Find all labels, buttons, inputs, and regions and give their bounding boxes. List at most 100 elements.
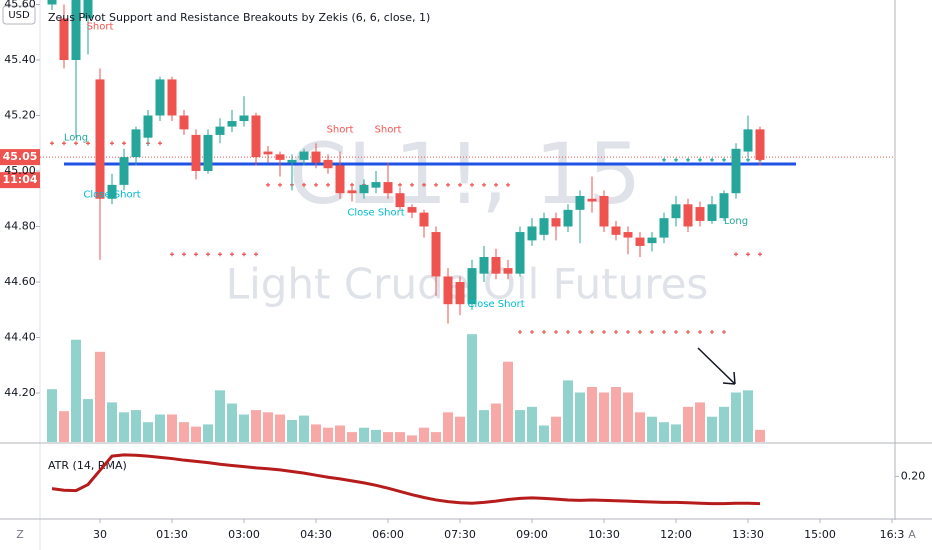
y2-tick-label: 0.20 bbox=[901, 469, 926, 482]
level-marker bbox=[254, 252, 258, 257]
volume-bar bbox=[179, 422, 189, 442]
volume-bar bbox=[407, 435, 417, 442]
candle-body bbox=[731, 148, 741, 194]
atr-title: ATR (14, RMA) bbox=[48, 459, 127, 472]
level-marker bbox=[182, 252, 186, 257]
footer-right[interactable]: A bbox=[908, 528, 916, 541]
candle-body bbox=[587, 198, 597, 202]
level-marker bbox=[722, 329, 726, 334]
volume-bar bbox=[419, 427, 429, 442]
countdown-label: 11:04 bbox=[2, 173, 37, 186]
volume-bar bbox=[71, 339, 81, 442]
level-marker bbox=[422, 182, 426, 187]
candle-body bbox=[467, 268, 477, 305]
x-tick-label: 16:3 bbox=[880, 528, 905, 541]
candle-body bbox=[743, 129, 753, 152]
candle-body bbox=[503, 268, 513, 274]
y-tick-label: 45.60 bbox=[4, 0, 36, 10]
candle-body bbox=[275, 154, 285, 160]
volume-bar bbox=[587, 387, 597, 442]
candle-body bbox=[515, 232, 525, 274]
candle-body bbox=[287, 159, 297, 163]
volume-bar bbox=[731, 392, 741, 442]
volume-bar bbox=[671, 424, 681, 442]
volume-bar bbox=[119, 412, 129, 442]
candle-body bbox=[683, 204, 693, 227]
volume-bar bbox=[479, 410, 489, 442]
candle-body bbox=[563, 209, 573, 227]
annotation-arrow bbox=[697, 347, 736, 385]
candle-body bbox=[59, 18, 69, 60]
candle-body bbox=[455, 281, 465, 305]
x-tick-label: 04:30 bbox=[300, 528, 332, 541]
currency-label: USD bbox=[8, 10, 30, 21]
volume-bar bbox=[347, 432, 357, 442]
level-marker bbox=[518, 329, 522, 334]
y-tick-label: 44.80 bbox=[4, 219, 36, 232]
x-tick-label: 07:30 bbox=[444, 528, 476, 541]
volume-bar bbox=[563, 380, 573, 442]
candle-body bbox=[611, 226, 621, 235]
level-marker bbox=[470, 182, 474, 187]
candle-body bbox=[635, 237, 645, 246]
candle-body bbox=[335, 165, 345, 194]
level-marker bbox=[218, 252, 222, 257]
level-marker bbox=[710, 329, 714, 334]
level-marker bbox=[650, 329, 654, 334]
y-tick-label: 45.40 bbox=[4, 53, 36, 66]
volume-bar bbox=[755, 429, 765, 442]
footer-left[interactable]: Z bbox=[16, 528, 24, 541]
volume-bar bbox=[371, 429, 381, 442]
signal-label: Close Short bbox=[83, 190, 140, 201]
volume-bar bbox=[203, 424, 213, 442]
last-price-label: 45.05 bbox=[3, 150, 38, 163]
level-marker bbox=[626, 329, 630, 334]
candle-body bbox=[347, 190, 357, 194]
volume-bar bbox=[167, 414, 177, 442]
watermark: CL1!, 15 Light Crude Oil Futures bbox=[226, 125, 709, 309]
candle-body bbox=[191, 134, 201, 171]
level-marker bbox=[530, 329, 534, 334]
candle-body bbox=[479, 257, 489, 274]
y-tick-label: 44.60 bbox=[4, 275, 36, 288]
candle-body bbox=[719, 193, 729, 219]
candle-body bbox=[431, 232, 441, 277]
candle-body bbox=[383, 182, 393, 194]
level-marker bbox=[638, 329, 642, 334]
indicator-title: Zeus Pivot Support and Resistance Breako… bbox=[48, 11, 430, 24]
volume-bar bbox=[443, 412, 453, 442]
countdown-box bbox=[0, 172, 40, 189]
candle-body bbox=[599, 195, 609, 227]
volume-bar bbox=[95, 351, 105, 442]
candle-body bbox=[167, 79, 177, 116]
x-tick-label: 09:00 bbox=[516, 528, 548, 541]
level-marker bbox=[230, 252, 234, 257]
volume-bar bbox=[491, 403, 501, 442]
candle-body bbox=[203, 134, 213, 171]
volume-bar bbox=[455, 416, 465, 442]
y-tick-label: 45.00 bbox=[4, 164, 36, 177]
volume-bar bbox=[59, 411, 69, 442]
level-marker bbox=[542, 329, 546, 334]
volume-bar bbox=[695, 402, 705, 442]
volume-bar bbox=[131, 410, 141, 442]
candle-body bbox=[143, 115, 153, 138]
candle-body bbox=[215, 126, 225, 135]
description-watermark: Light Crude Oil Futures bbox=[226, 260, 709, 309]
candle-body bbox=[491, 257, 501, 274]
level-marker bbox=[674, 157, 678, 162]
level-marker bbox=[206, 252, 210, 257]
volume-bar bbox=[263, 412, 273, 442]
candle-body bbox=[371, 182, 381, 188]
level-marker bbox=[494, 182, 498, 187]
level-marker bbox=[614, 329, 618, 334]
volume-bar bbox=[467, 334, 477, 442]
candle-body bbox=[551, 218, 561, 227]
candle-body bbox=[83, 0, 93, 19]
level-marker bbox=[686, 329, 690, 334]
level-marker bbox=[326, 182, 330, 187]
level-marker bbox=[266, 182, 270, 187]
candle-body bbox=[527, 226, 537, 241]
candle-body bbox=[659, 218, 669, 238]
